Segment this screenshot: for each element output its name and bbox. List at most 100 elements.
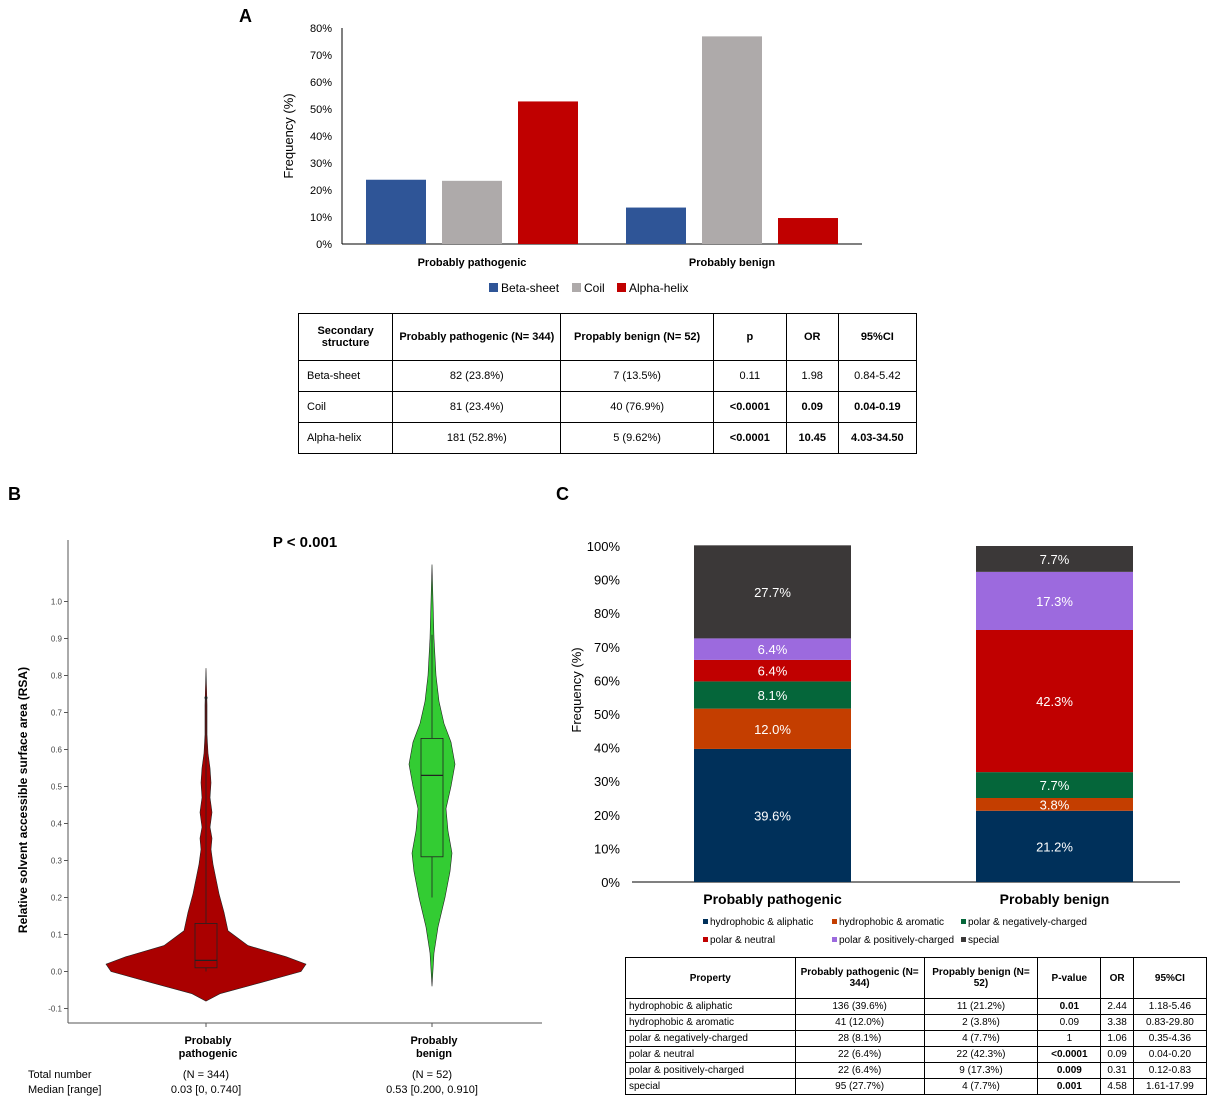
legend-label: Coil [584,281,605,295]
box [420,738,444,858]
table-cell: Alpha-helix [297,422,394,454]
y-tick-label: 60% [594,673,620,688]
y-tick-label: 1.0 [51,598,63,607]
stacked-bar-segment [694,545,851,639]
table-cell: 0.001 [1037,1078,1102,1095]
data-label: 6.4% [758,664,788,679]
stacked-bar-segment [976,571,1133,630]
y-tick-label: 80% [310,23,332,35]
table-row: special 95 (27.7%) 4 (7.7%) 0.001 4.58 1.61-1… [625,1078,1207,1095]
table-cell: special [625,1078,796,1095]
y-tick-label: 100% [587,539,621,554]
table-header-cell: 95%CI [837,313,918,361]
panel-b-letter: B [8,484,21,504]
legend-swatch [961,919,966,924]
table-cell: 11 (21.2%) [923,998,1039,1015]
table-cell: 0.83-29.80 [1132,1014,1207,1031]
stacked-bar-segment [976,546,1133,572]
table-header-row: Secondary structure Probably pathogenic … [297,313,918,361]
y-tick-label: 0% [316,239,332,251]
legend-swatch [703,919,708,924]
table-cell: 0.31 [1100,1062,1134,1079]
y-tick-label: 10% [310,212,332,224]
x-tick-label: Probably pathogenic [703,891,842,907]
box [194,923,218,969]
table-row: hydrophobic & aliphatic 136 (39.6%) 11 (21… [625,998,1207,1015]
legend-swatch [703,937,708,942]
y-tick-label: 0.9 [51,635,63,644]
table-row: polar & negatively-charged 28 (8.1%) 4 (7.… [625,1030,1207,1047]
y-tick-label: -0.1 [48,1005,62,1014]
total-number: (N = 344) [183,1069,229,1081]
table-header-cell: Property [625,957,796,999]
data-label: 21.2% [1036,839,1073,854]
table-header-cell: 95%CI [1132,957,1207,999]
table-cell: 81 (23.4%) [392,391,562,423]
y-tick-label: 0.0 [51,968,63,977]
table-header-row: Property Probably pathogenic (N= 344) Pr… [625,957,1207,999]
legend-label: Alpha-helix [629,281,688,295]
table-cell: 1.06 [1100,1030,1134,1047]
table-cell: <0.0001 [1037,1046,1102,1063]
y-tick-label: 10% [594,841,620,856]
table-cell: 40 (76.9%) [560,391,714,423]
legend-label: special [968,935,999,946]
stacked-bar-segment [976,772,1133,798]
table-cell: 0.009 [1037,1062,1102,1079]
table-header-cell: Probably pathogenic (N= 344) [392,313,562,361]
table-row: polar & positively-charged 22 (6.4%) 9 (17… [625,1062,1207,1079]
data-label: 7.7% [1040,778,1070,793]
x-tick-label: Probably [410,1035,458,1047]
bar [702,36,762,245]
y-tick-label: 70% [310,50,332,62]
y-tick-label: 30% [310,158,332,170]
y-tick-label: 0% [601,875,620,890]
legend-swatch [961,937,966,942]
table-cell: Beta-sheet [297,360,394,392]
x-tick-label: Probably pathogenic [418,257,527,269]
table-header-cell: OR [785,313,839,361]
table-cell: 136 (39.6%) [794,998,925,1015]
data-label: 8.1% [758,688,788,703]
table-cell: 10.45 [785,422,839,454]
table-header-cell: P-value [1037,957,1102,999]
table-cell: 1.61-17.99 [1132,1078,1207,1095]
bar [518,101,578,244]
table-cell: 1 [1037,1030,1102,1047]
table-cell: 41 (12.0%) [794,1014,925,1031]
stacked-bar-segment [694,681,851,709]
stacked-bar-segment [976,630,1133,773]
y-tick-label: 0.2 [51,894,63,903]
y-tick-label: 40% [310,131,332,143]
table-row: Alpha-helix 181 (52.8%) 5 (9.62%) <0.0001 10… [297,422,918,454]
table-cell: 22 (6.4%) [794,1062,925,1079]
legend-swatch [832,937,837,942]
table-cell: 181 (52.8%) [392,422,562,454]
table-header-cell: Propably benign (N= 52) [560,313,714,361]
table-cell: 4.58 [1100,1078,1134,1095]
table-cell: polar & negatively-charged [625,1030,796,1047]
table-cell: 0.09 [1100,1046,1134,1063]
y-tick-label: 50% [310,104,332,116]
y-axis-title: Frequency (%) [281,93,296,178]
data-label: 17.3% [1036,594,1073,609]
y-tick-label: 30% [594,774,620,789]
median-range: 0.03 [0, 0.740] [171,1084,241,1096]
legend-label: hydrophobic & aromatic [839,917,944,928]
table-cell: polar & positively-charged [625,1062,796,1079]
x-tick-label: Probably [184,1035,232,1047]
table-cell: 0.01 [1037,998,1102,1015]
table-cell: 2 (3.8%) [923,1014,1039,1031]
table-row: polar & neutral 22 (6.4%) 22 (42.3%) <0.000… [625,1046,1207,1063]
y-tick-label: 0.4 [51,820,63,829]
chart-c: 0% 10% 20% 30% 40% 50% 60% 70% 80% 90% 100% Frequen… [569,539,1180,946]
legend-swatch [572,283,581,292]
chart-a: 0% 10% 20% 30% 40% 50% 60% 70% 80% Frequency (%) P… [281,23,862,295]
table-cell: 1.98 [785,360,839,392]
table-cell: 0.84-5.42 [837,360,918,392]
legend-label: Beta-sheet [501,281,560,295]
y-tick-label: 0.8 [51,672,63,681]
table-cell: 0.09 [1037,1014,1102,1031]
table-cell: 5 (9.62%) [560,422,714,454]
